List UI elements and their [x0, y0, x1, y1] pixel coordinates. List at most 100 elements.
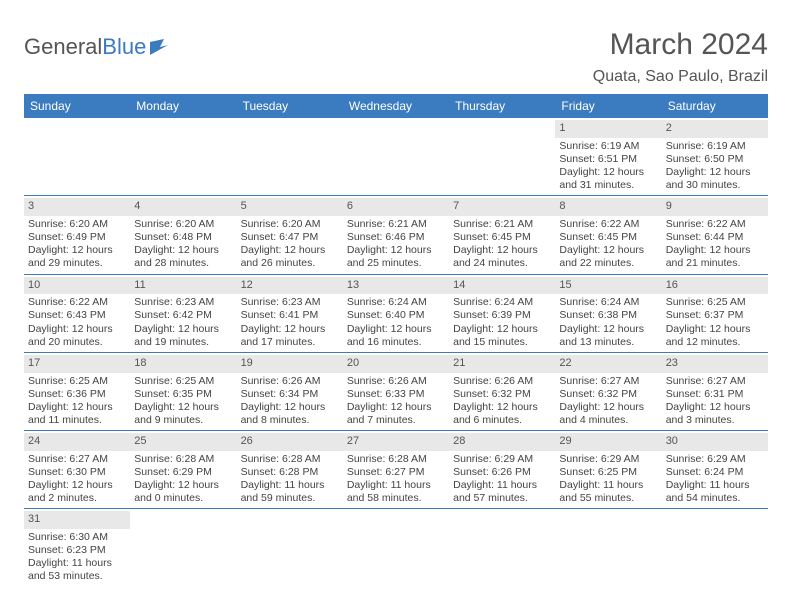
weekday-header: Sunday [24, 94, 130, 118]
sunrise-text: Sunrise: 6:25 AM [134, 375, 232, 388]
sunset-text: Sunset: 6:31 PM [666, 388, 764, 401]
sunrise-text: Sunrise: 6:25 AM [666, 296, 764, 309]
sunrise-text: Sunrise: 6:28 AM [134, 453, 232, 466]
daylight-text-1: Daylight: 11 hours [453, 479, 551, 492]
day-number: 18 [130, 355, 236, 373]
sunset-text: Sunset: 6:43 PM [28, 309, 126, 322]
day-cell: 7Sunrise: 6:21 AMSunset: 6:45 PMDaylight… [449, 196, 555, 273]
daylight-text-2: and 26 minutes. [241, 257, 339, 270]
day-cell: 13Sunrise: 6:24 AMSunset: 6:40 PMDayligh… [343, 275, 449, 352]
sunrise-text: Sunrise: 6:27 AM [666, 375, 764, 388]
day-number [449, 511, 555, 515]
sunrise-text: Sunrise: 6:21 AM [347, 218, 445, 231]
day-cell: 31Sunrise: 6:30 AMSunset: 6:23 PMDayligh… [24, 509, 130, 586]
day-number: 14 [449, 277, 555, 295]
daylight-text-1: Daylight: 12 hours [347, 244, 445, 257]
daylight-text-1: Daylight: 12 hours [453, 401, 551, 414]
sunset-text: Sunset: 6:32 PM [559, 388, 657, 401]
weekday-header: Wednesday [343, 94, 449, 118]
day-cell: 24Sunrise: 6:27 AMSunset: 6:30 PMDayligh… [24, 431, 130, 508]
day-cell [555, 509, 661, 586]
sunset-text: Sunset: 6:33 PM [347, 388, 445, 401]
daylight-text-1: Daylight: 11 hours [559, 479, 657, 492]
daylight-text-1: Daylight: 12 hours [28, 479, 126, 492]
sunrise-text: Sunrise: 6:22 AM [559, 218, 657, 231]
sunrise-text: Sunrise: 6:20 AM [28, 218, 126, 231]
daylight-text-2: and 7 minutes. [347, 414, 445, 427]
sunrise-text: Sunrise: 6:23 AM [134, 296, 232, 309]
sunrise-text: Sunrise: 6:29 AM [453, 453, 551, 466]
sunset-text: Sunset: 6:38 PM [559, 309, 657, 322]
sunset-text: Sunset: 6:45 PM [453, 231, 551, 244]
day-cell [237, 509, 343, 586]
day-cell: 9Sunrise: 6:22 AMSunset: 6:44 PMDaylight… [662, 196, 768, 273]
sunset-text: Sunset: 6:42 PM [134, 309, 232, 322]
sunrise-text: Sunrise: 6:24 AM [559, 296, 657, 309]
daylight-text-2: and 21 minutes. [666, 257, 764, 270]
sunset-text: Sunset: 6:27 PM [347, 466, 445, 479]
day-cell: 22Sunrise: 6:27 AMSunset: 6:32 PMDayligh… [555, 353, 661, 430]
day-cell: 11Sunrise: 6:23 AMSunset: 6:42 PMDayligh… [130, 275, 236, 352]
day-number: 19 [237, 355, 343, 373]
day-number [130, 120, 236, 124]
daylight-text-1: Daylight: 12 hours [559, 244, 657, 257]
sunset-text: Sunset: 6:41 PM [241, 309, 339, 322]
daylight-text-1: Daylight: 12 hours [28, 401, 126, 414]
daylight-text-2: and 57 minutes. [453, 492, 551, 505]
day-number [24, 120, 130, 124]
day-cell: 17Sunrise: 6:25 AMSunset: 6:36 PMDayligh… [24, 353, 130, 430]
daylight-text-2: and 55 minutes. [559, 492, 657, 505]
day-cell: 25Sunrise: 6:28 AMSunset: 6:29 PMDayligh… [130, 431, 236, 508]
day-number: 21 [449, 355, 555, 373]
page: GeneralBlue March 2024 Quata, Sao Paulo,… [0, 0, 792, 587]
daylight-text-2: and 59 minutes. [241, 492, 339, 505]
daylight-text-1: Daylight: 11 hours [347, 479, 445, 492]
sunset-text: Sunset: 6:26 PM [453, 466, 551, 479]
daylight-text-1: Daylight: 12 hours [134, 401, 232, 414]
day-cell: 20Sunrise: 6:26 AMSunset: 6:33 PMDayligh… [343, 353, 449, 430]
daylight-text-2: and 12 minutes. [666, 336, 764, 349]
sunrise-text: Sunrise: 6:20 AM [134, 218, 232, 231]
daylight-text-2: and 8 minutes. [241, 414, 339, 427]
sunrise-text: Sunrise: 6:25 AM [28, 375, 126, 388]
weekday-header: Saturday [662, 94, 768, 118]
daylight-text-2: and 54 minutes. [666, 492, 764, 505]
daylight-text-2: and 0 minutes. [134, 492, 232, 505]
day-number [343, 120, 449, 124]
sunrise-text: Sunrise: 6:30 AM [28, 531, 126, 544]
flag-icon [150, 39, 172, 55]
day-number: 28 [449, 433, 555, 451]
sunrise-text: Sunrise: 6:24 AM [347, 296, 445, 309]
location-text: Quata, Sao Paulo, Brazil [593, 68, 768, 86]
brand-logo: GeneralBlue [24, 28, 172, 60]
day-cell [24, 118, 130, 195]
daylight-text-2: and 28 minutes. [134, 257, 232, 270]
day-cell [449, 118, 555, 195]
daylight-text-2: and 17 minutes. [241, 336, 339, 349]
day-number: 31 [24, 511, 130, 529]
header: GeneralBlue March 2024 Quata, Sao Paulo,… [24, 28, 768, 94]
day-cell [237, 118, 343, 195]
day-cell [343, 509, 449, 586]
week-row: 24Sunrise: 6:27 AMSunset: 6:30 PMDayligh… [24, 431, 768, 509]
week-row: 31Sunrise: 6:30 AMSunset: 6:23 PMDayligh… [24, 509, 768, 586]
day-cell: 6Sunrise: 6:21 AMSunset: 6:46 PMDaylight… [343, 196, 449, 273]
day-number [555, 511, 661, 515]
sunset-text: Sunset: 6:23 PM [28, 544, 126, 557]
day-number: 25 [130, 433, 236, 451]
day-number: 17 [24, 355, 130, 373]
daylight-text-2: and 3 minutes. [666, 414, 764, 427]
sunset-text: Sunset: 6:48 PM [134, 231, 232, 244]
month-title: March 2024 [593, 28, 768, 62]
sunrise-text: Sunrise: 6:26 AM [241, 375, 339, 388]
daylight-text-1: Daylight: 12 hours [28, 244, 126, 257]
daylight-text-1: Daylight: 12 hours [241, 323, 339, 336]
day-number [449, 120, 555, 124]
sunset-text: Sunset: 6:40 PM [347, 309, 445, 322]
day-cell: 30Sunrise: 6:29 AMSunset: 6:24 PMDayligh… [662, 431, 768, 508]
sunset-text: Sunset: 6:51 PM [559, 153, 657, 166]
daylight-text-1: Daylight: 12 hours [134, 244, 232, 257]
daylight-text-2: and 31 minutes. [559, 179, 657, 192]
brand-word-1: General [24, 34, 102, 60]
day-number [237, 511, 343, 515]
